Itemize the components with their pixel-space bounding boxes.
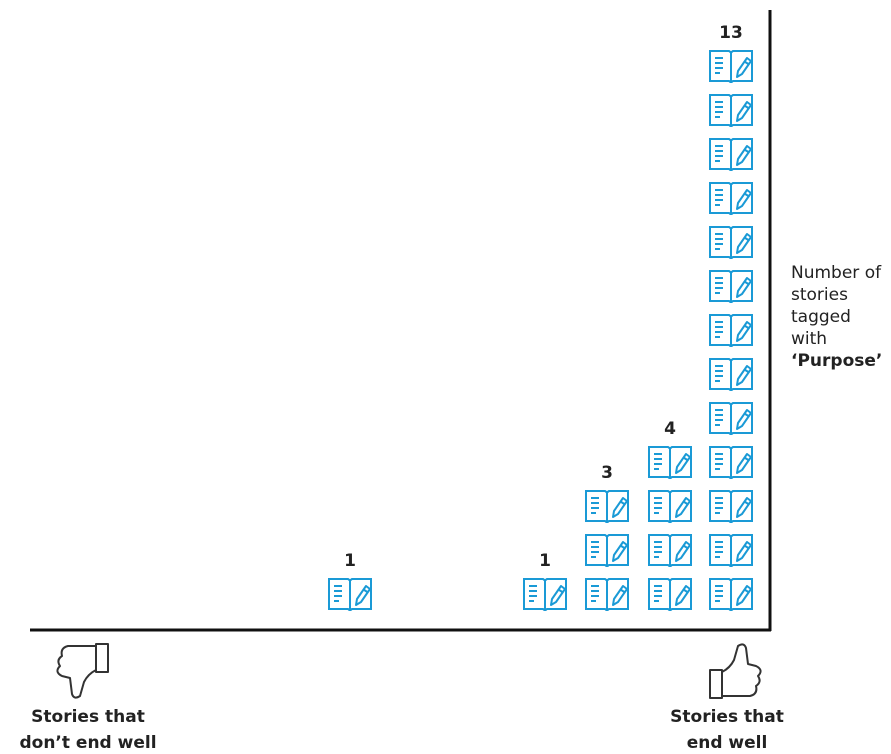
- x-label-left: don’t end well: [19, 733, 156, 753]
- thumbs-down-icon: [56, 643, 109, 699]
- icon-column: [585, 490, 629, 611]
- value-label: 4: [664, 419, 676, 439]
- story-icon: [585, 578, 629, 611]
- story-icon: [648, 446, 692, 479]
- story-icon: [709, 446, 753, 479]
- story-icon: [709, 358, 753, 391]
- x-label-left: Stories that: [31, 707, 145, 727]
- value-label: 1: [539, 551, 551, 571]
- story-icon: [648, 490, 692, 523]
- story-icon: [709, 226, 753, 259]
- story-icon: [709, 402, 753, 435]
- icon-column: [328, 578, 372, 611]
- story-icon: [328, 578, 372, 611]
- story-icon: [709, 270, 753, 303]
- icon-column: [709, 50, 753, 611]
- icon-column: [648, 446, 692, 611]
- story-icon: [709, 534, 753, 567]
- story-icon: [709, 578, 753, 611]
- thumbs-up-icon: [709, 643, 762, 699]
- story-icon: [709, 94, 753, 127]
- icon-column: [523, 578, 567, 611]
- story-icon: [585, 490, 629, 523]
- story-icon: [523, 578, 567, 611]
- story-icon: [709, 138, 753, 171]
- y-label-text: Number of stories tagged with: [791, 263, 882, 349]
- x-label-right: Stories that: [670, 707, 784, 727]
- story-icon: [648, 534, 692, 567]
- x-label-right: end well: [687, 733, 768, 753]
- value-label: 13: [719, 23, 743, 43]
- y-axis-label: Number of stories tagged with ‘Purpose’: [791, 262, 887, 372]
- story-icon: [709, 50, 753, 83]
- story-icon: [648, 578, 692, 611]
- story-icon: [709, 490, 753, 523]
- story-icon: [585, 534, 629, 567]
- y-label-emphasis: ‘Purpose’: [791, 351, 883, 371]
- value-label: 3: [601, 463, 613, 483]
- story-icon: [709, 182, 753, 215]
- value-label: 1: [344, 551, 356, 571]
- story-icon: [709, 314, 753, 347]
